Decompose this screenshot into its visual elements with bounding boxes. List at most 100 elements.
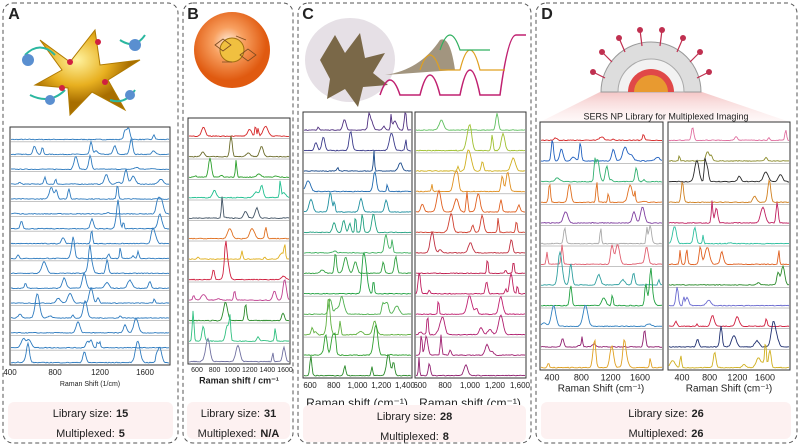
panel-label: B bbox=[187, 6, 199, 23]
spectrum bbox=[303, 353, 412, 377]
info-value: 28 bbox=[440, 411, 452, 423]
x-axis-title: Raman Shift (cm⁻¹) bbox=[686, 384, 772, 395]
x-axis-title: Raman Shift (cm⁻¹) bbox=[558, 384, 644, 395]
x-tick-label: 600 bbox=[413, 381, 427, 390]
x-tick-label: 800 bbox=[702, 372, 717, 382]
spectrum bbox=[540, 206, 663, 224]
spectrum bbox=[188, 196, 290, 220]
spectrum bbox=[540, 304, 663, 328]
info-line: Multiplexed: 8 bbox=[380, 431, 449, 443]
spectrum bbox=[304, 253, 412, 275]
spectrum bbox=[303, 295, 412, 316]
spectrum bbox=[540, 250, 663, 286]
x-tick-label: 400 bbox=[674, 372, 689, 382]
info-label: Multiplexed: bbox=[380, 431, 439, 443]
x-tick-label: 1,400 bbox=[395, 381, 416, 390]
spectrum bbox=[188, 125, 289, 138]
info-line: Library size: 26 bbox=[628, 408, 704, 420]
plot-frame bbox=[414, 111, 527, 379]
nanoparticle-illustration bbox=[194, 12, 270, 88]
spectrum bbox=[10, 272, 170, 290]
x-tick-label: 1200 bbox=[91, 368, 109, 377]
spectrum bbox=[668, 157, 789, 183]
info-label: Library size: bbox=[628, 408, 687, 420]
x-tick-label: 1000 bbox=[224, 367, 240, 374]
spectrum bbox=[668, 286, 790, 307]
spectrum bbox=[188, 301, 290, 322]
x-tick-label: 1,000 bbox=[460, 381, 481, 390]
x-axis-title: Raman shift / cm⁻¹ bbox=[199, 375, 279, 385]
info-box bbox=[303, 405, 526, 442]
info-box bbox=[541, 402, 791, 439]
x-tick-label: 1,200 bbox=[485, 381, 506, 390]
spectrum bbox=[188, 310, 290, 343]
info-label: Multiplexed: bbox=[56, 428, 115, 440]
x-tick-label: 1200 bbox=[727, 372, 747, 382]
panel-frame bbox=[535, 2, 798, 444]
info-label: Library size: bbox=[377, 411, 436, 423]
x-tick-label: 800 bbox=[48, 368, 62, 377]
info-line: Library size: 28 bbox=[377, 411, 453, 423]
spectrum bbox=[541, 157, 662, 183]
plot-frame bbox=[302, 111, 413, 379]
info-line: Library size: 31 bbox=[201, 408, 277, 420]
info-label: Multiplexed: bbox=[198, 428, 257, 440]
info-value: 5 bbox=[119, 428, 125, 440]
spectrum bbox=[415, 230, 526, 254]
spectrum bbox=[540, 133, 662, 142]
spectrum bbox=[10, 196, 170, 215]
spectrum bbox=[303, 323, 412, 357]
x-tick-label: 1600 bbox=[136, 368, 154, 377]
info-value: N/A bbox=[260, 428, 279, 440]
spectrum bbox=[10, 317, 169, 334]
spectrum bbox=[303, 191, 412, 213]
spectrum bbox=[304, 234, 411, 254]
info-value: 8 bbox=[443, 431, 449, 443]
spectrum bbox=[188, 157, 290, 179]
x-axis-title: Raman Shift (1/cm) bbox=[60, 381, 120, 388]
x-tick-label: 1,200 bbox=[371, 381, 392, 390]
spectrum bbox=[415, 357, 526, 377]
panel-label: D bbox=[541, 6, 553, 23]
spectrum bbox=[10, 185, 170, 200]
spectrum bbox=[415, 212, 526, 234]
spectrum bbox=[540, 224, 663, 245]
spectrum bbox=[415, 123, 526, 152]
spectrum bbox=[303, 150, 412, 172]
spectrum bbox=[304, 298, 412, 336]
spectrum bbox=[415, 259, 526, 275]
info-box bbox=[187, 402, 290, 439]
info-line: Library size: 15 bbox=[53, 408, 129, 420]
spectrum bbox=[303, 130, 411, 152]
panel-caption: SERS NP Library for Multiplexed Imaging bbox=[584, 111, 749, 121]
x-tick-label: 1600 bbox=[277, 367, 293, 374]
info-value: 26 bbox=[691, 428, 703, 440]
x-tick-label: 400 bbox=[3, 368, 17, 377]
spectrum bbox=[668, 151, 790, 162]
x-tick-label: 800 bbox=[574, 372, 589, 382]
x-tick-label: 1200 bbox=[601, 372, 621, 382]
spectrum bbox=[11, 168, 170, 186]
x-tick-label: 1600 bbox=[630, 372, 650, 382]
spectrum bbox=[540, 244, 663, 266]
info-label: Multiplexed: bbox=[629, 428, 688, 440]
info-value: 15 bbox=[116, 408, 128, 420]
spectrum bbox=[540, 338, 663, 369]
spectrum bbox=[10, 127, 170, 141]
panel-frame bbox=[297, 2, 532, 444]
panel-frame bbox=[182, 2, 294, 444]
spectrum bbox=[668, 245, 790, 266]
info-box bbox=[8, 402, 173, 439]
spectrum bbox=[668, 200, 790, 224]
spectrum bbox=[188, 227, 290, 240]
spectrum bbox=[668, 127, 790, 142]
info-value: 26 bbox=[692, 408, 704, 420]
spectrum bbox=[415, 314, 526, 336]
info-label: Library size: bbox=[53, 408, 112, 420]
spectrum bbox=[10, 337, 170, 349]
panel-frame bbox=[2, 2, 179, 444]
spectrum bbox=[415, 295, 526, 316]
x-tick-label: 600 bbox=[191, 367, 203, 374]
spectrum bbox=[10, 138, 170, 156]
